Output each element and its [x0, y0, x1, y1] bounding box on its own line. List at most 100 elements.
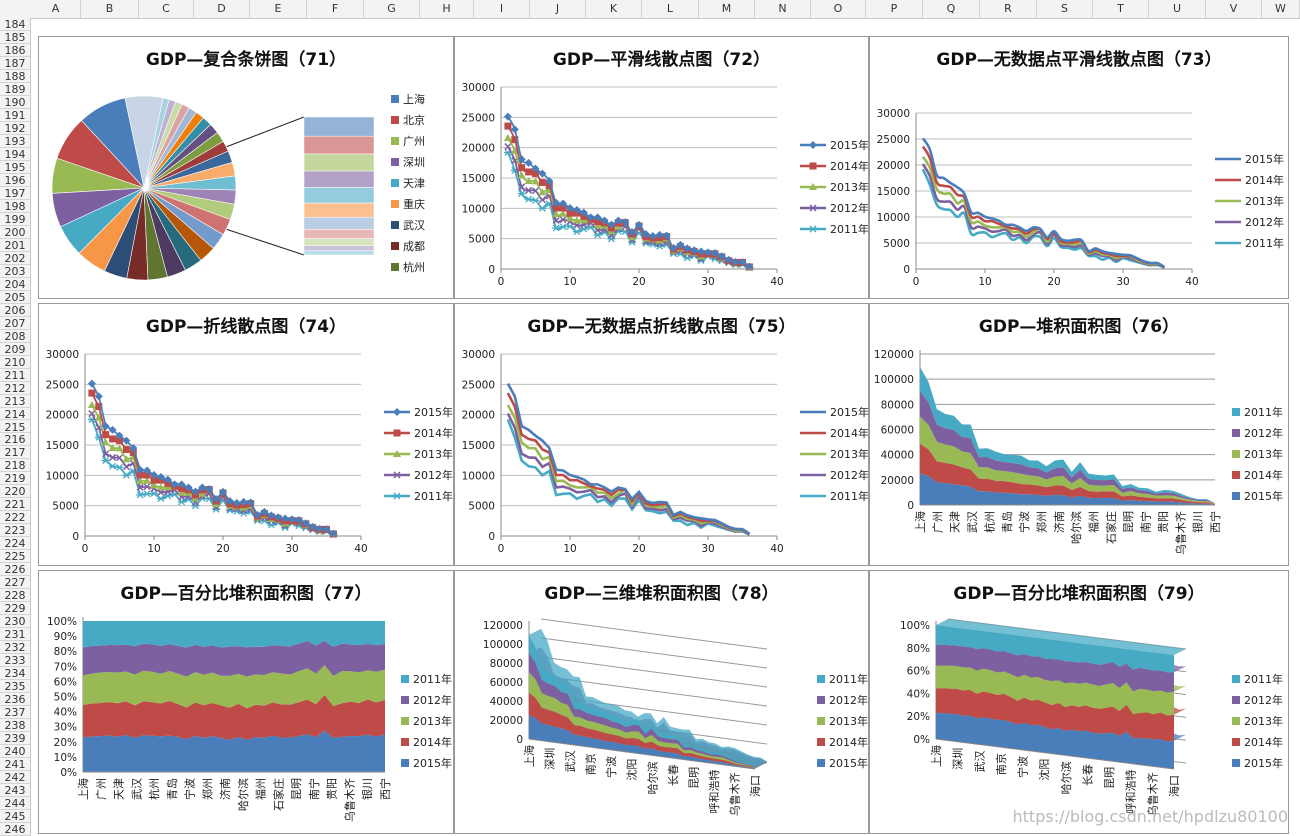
row-header-226[interactable]: 226: [0, 563, 30, 576]
chart-76[interactable]: GDP—堆积面积图（76） 0 20000 40000 60000 80000 10000…: [869, 303, 1289, 566]
row-header-242[interactable]: 242: [0, 771, 30, 784]
column-header-H[interactable]: H: [420, 0, 474, 18]
row-header-201[interactable]: 201: [0, 239, 30, 252]
column-header-R[interactable]: R: [980, 0, 1037, 18]
row-header-229[interactable]: 229: [0, 602, 30, 615]
row-header-193[interactable]: 193: [0, 135, 30, 148]
column-header-Q[interactable]: Q: [923, 0, 980, 18]
row-header-196[interactable]: 196: [0, 174, 30, 187]
chart-74[interactable]: GDP—折线散点图（74） 0 5000 10000 15000 20000 25000 3…: [38, 303, 454, 566]
row-header-235[interactable]: 235: [0, 680, 30, 693]
row-header-214[interactable]: 214: [0, 408, 30, 420]
row-header-198[interactable]: 198: [0, 200, 30, 213]
column-header-V[interactable]: V: [1206, 0, 1262, 18]
row-header-218[interactable]: 218: [0, 459, 30, 472]
column-header-U[interactable]: U: [1149, 0, 1206, 18]
row-header-206[interactable]: 206: [0, 304, 30, 317]
row-header-185[interactable]: 185: [0, 31, 30, 44]
column-header-G[interactable]: G: [364, 0, 420, 18]
column-header-T[interactable]: T: [1093, 0, 1149, 18]
row-header-234[interactable]: 234: [0, 667, 30, 680]
column-header-M[interactable]: M: [699, 0, 755, 18]
column-header-L[interactable]: L: [642, 0, 699, 18]
column-header-I[interactable]: I: [474, 0, 530, 18]
column-header-B[interactable]: B: [81, 0, 139, 18]
chart-72[interactable]: GDP—平滑线散点图（72） 0 5000 10000 15000 20000 25000…: [454, 36, 869, 299]
chart-73[interactable]: GDP—无数据点平滑线散点图（73） 0 5000 10000 15000 20000 2…: [869, 36, 1289, 299]
chart-79[interactable]: GDP—百分比堆积面积图（79） 0% 20% 40% 60% 80% 100% 上海 深圳武…: [869, 570, 1289, 834]
row-header-186[interactable]: 186: [0, 44, 30, 57]
column-header-O[interactable]: O: [811, 0, 866, 18]
row-header-212[interactable]: 212: [0, 382, 30, 395]
row-header-245[interactable]: 245: [0, 810, 30, 823]
row-header-239[interactable]: 239: [0, 732, 30, 745]
row-header-217[interactable]: 217: [0, 446, 30, 459]
point: [136, 483, 144, 491]
column-header-D[interactable]: D: [194, 0, 250, 18]
row-header-220[interactable]: 220: [0, 485, 30, 498]
row-header-243[interactable]: 243: [0, 784, 30, 797]
row-header-237[interactable]: 237: [0, 706, 30, 719]
row-header-228[interactable]: 228: [0, 589, 30, 602]
row-header-189[interactable]: 189: [0, 83, 30, 96]
column-header-J[interactable]: J: [530, 0, 586, 18]
row-header-202[interactable]: 202: [0, 252, 30, 265]
row-header-187[interactable]: 187: [0, 57, 30, 70]
row-header-221[interactable]: 221: [0, 498, 30, 511]
row-header-232[interactable]: 232: [0, 641, 30, 654]
row-header-195[interactable]: 195: [0, 161, 30, 174]
row-header-200[interactable]: 200: [0, 226, 30, 239]
row-header-240[interactable]: 240: [0, 745, 30, 758]
x-tick-label: 20: [632, 543, 645, 555]
legend-swatch: [1232, 408, 1240, 416]
row-header-191[interactable]: 191: [0, 109, 30, 122]
row-header-216[interactable]: 216: [0, 433, 30, 446]
row-header-213[interactable]: 213: [0, 395, 30, 408]
row-header-188[interactable]: 188: [0, 70, 30, 83]
row-header-224[interactable]: 224: [0, 537, 30, 550]
column-header-S[interactable]: S: [1037, 0, 1093, 18]
column-header-E[interactable]: E: [250, 0, 307, 18]
row-header-204[interactable]: 204: [0, 278, 30, 291]
row-header-236[interactable]: 236: [0, 693, 30, 706]
row-header-199[interactable]: 199: [0, 213, 30, 226]
legend-swatch: [817, 675, 825, 683]
row-header-205[interactable]: 205: [0, 291, 30, 304]
column-header-C[interactable]: C: [139, 0, 194, 18]
chart-71[interactable]: GDP—复合条饼图（71） 上海 北京 广州 深圳 天津 重庆 武汉 成都 杭州: [38, 36, 454, 299]
chart-75[interactable]: GDP—无数据点折线散点图（75） 0 5000 10000 15000 20000 25…: [454, 303, 869, 566]
row-header-244[interactable]: 244: [0, 797, 30, 810]
point: [572, 216, 581, 224]
row-header-241[interactable]: 241: [0, 758, 30, 771]
row-header-219[interactable]: 219: [0, 472, 30, 485]
row-header-197[interactable]: 197: [0, 187, 30, 200]
column-header-F[interactable]: F: [307, 0, 364, 18]
column-header-K[interactable]: K: [586, 0, 642, 18]
chart-78[interactable]: GDP—三维堆积面积图（78） 0 20000 40000 60000 80000 100…: [454, 570, 869, 834]
row-header-223[interactable]: 223: [0, 524, 30, 537]
column-header-N[interactable]: N: [755, 0, 811, 18]
row-header-222[interactable]: 222: [0, 511, 30, 524]
row-header-207[interactable]: 207: [0, 317, 30, 330]
row-header-192[interactable]: 192: [0, 122, 30, 135]
row-header-227[interactable]: 227: [0, 576, 30, 589]
column-header-A[interactable]: A: [31, 0, 81, 18]
row-header-225[interactable]: 225: [0, 550, 30, 563]
row-header-184[interactable]: 184: [0, 18, 30, 31]
row-header-190[interactable]: 190: [0, 96, 30, 109]
column-header-W[interactable]: W: [1262, 0, 1300, 18]
row-header-210[interactable]: 210: [0, 356, 30, 369]
row-header-211[interactable]: 211: [0, 369, 30, 382]
row-header-246[interactable]: 246: [0, 823, 30, 836]
column-header-P[interactable]: P: [866, 0, 923, 18]
row-header-238[interactable]: 238: [0, 719, 30, 732]
row-header-209[interactable]: 209: [0, 343, 30, 356]
row-header-194[interactable]: 194: [0, 148, 30, 161]
row-header-215[interactable]: 215: [0, 421, 30, 433]
row-header-230[interactable]: 230: [0, 615, 30, 628]
row-header-208[interactable]: 208: [0, 330, 30, 343]
row-header-203[interactable]: 203: [0, 265, 30, 278]
chart-77[interactable]: GDP—百分比堆积面积图（77） 0% 10% 20% 30% 40% 50% 60% 70%…: [38, 570, 454, 834]
row-header-233[interactable]: 233: [0, 654, 30, 667]
row-header-231[interactable]: 231: [0, 628, 30, 641]
